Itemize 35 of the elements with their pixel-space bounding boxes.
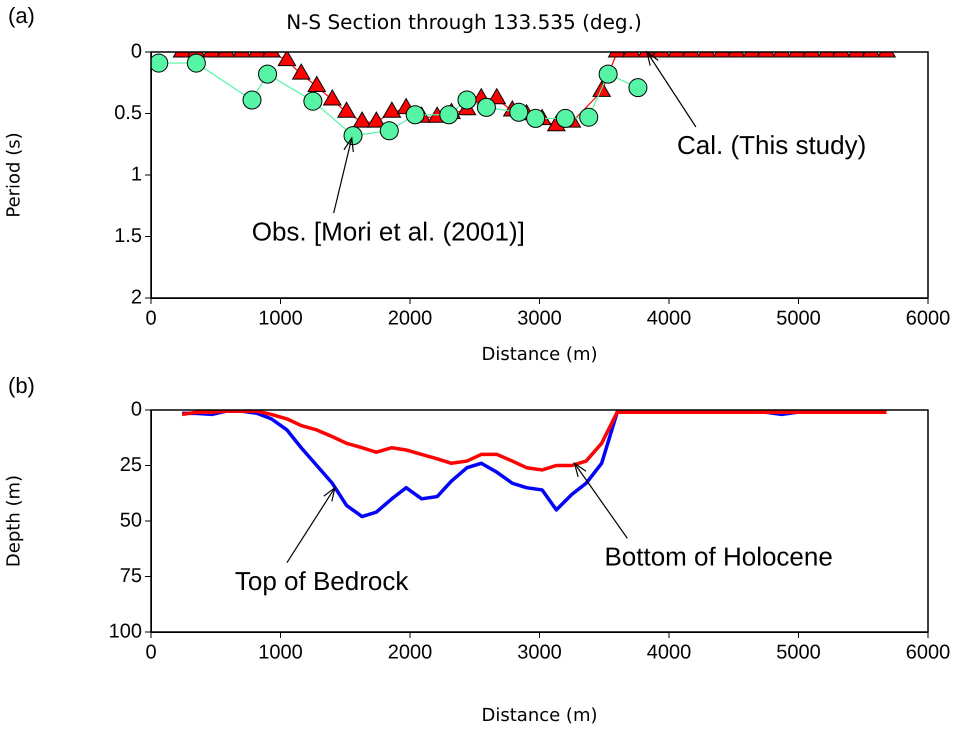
x-tick-label: 4000 xyxy=(646,642,692,664)
annotation: Top of Bedrock xyxy=(234,566,410,596)
x-tick-label: 6000 xyxy=(906,642,950,664)
x-axis-title: Distance (m) xyxy=(481,704,598,726)
x-tick-label: 2000 xyxy=(388,308,432,330)
x-tick-label: 1000 xyxy=(258,308,303,330)
x-tick-label: 0 xyxy=(145,642,157,664)
x-tick-label: 5000 xyxy=(776,308,821,330)
y-tick-label: 75 xyxy=(120,565,142,588)
text: (a) xyxy=(8,3,35,28)
x-tick-label: 3000 xyxy=(517,308,562,330)
y-tick-label: 1.5 xyxy=(114,225,142,248)
x-tick-label: 2000 xyxy=(388,642,432,664)
y-tick-label: 50 xyxy=(120,510,142,532)
y-axis-title: Period (s) xyxy=(3,132,24,218)
y-tick-label: 0 xyxy=(130,398,142,421)
y-tick-label: 25 xyxy=(120,454,142,476)
x-tick-label: 6000 xyxy=(906,308,950,330)
y-tick-label: 0 xyxy=(130,40,142,63)
y-tick-label: 100 xyxy=(108,620,142,643)
x-axis-title: Distance (m) xyxy=(481,344,598,365)
annotation: Obs. [Mori et al. (2001)] xyxy=(252,216,525,246)
chart-title: N-S Section through 133.535 (deg.) xyxy=(286,10,642,34)
x-tick-label: 5000 xyxy=(776,642,821,664)
x-tick-label: 4000 xyxy=(646,308,692,330)
x-tick-label: 1000 xyxy=(258,642,303,664)
y-tick-label: 0.5 xyxy=(114,102,142,124)
y-tick-label: 2 xyxy=(130,286,142,309)
y-axis-title: Depth (m) xyxy=(3,474,24,568)
x-tick-label: 3000 xyxy=(517,642,562,664)
y-tick-label: 1 xyxy=(130,164,142,186)
text: (b) xyxy=(8,373,35,398)
annotation: Cal. (This study) xyxy=(676,130,866,160)
x-tick-label: 0 xyxy=(145,308,157,330)
annotation: Bottom of Holocene xyxy=(604,541,833,572)
